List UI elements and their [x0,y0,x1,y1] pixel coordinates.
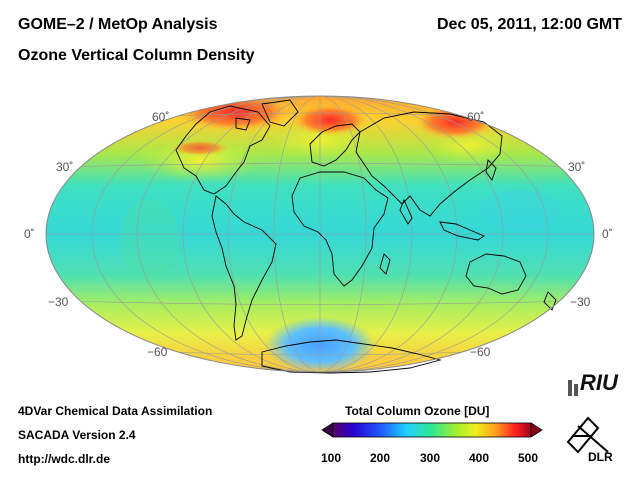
lat-label-left-0: 0˚ [24,227,35,241]
colorbar-tick-400: 400 [469,451,490,465]
colorbar-tick-500: 500 [518,451,539,465]
lat-label-right-m60: −60 [470,345,491,359]
datetime-label: Dec 05, 2011, 12:00 GMT [437,16,622,33]
colorbar [321,422,543,438]
dlr-logo-icon [566,416,609,454]
lat-label-left-30: 30˚ [56,160,74,174]
colorbar-tick-200: 200 [370,451,391,465]
colorbar-min-arrow [321,422,334,438]
lat-label-left-m60: −60 [147,345,168,359]
colorbar-gradient [332,422,532,438]
lat-label-right-m30: −30 [570,295,591,309]
lat-label-right-60: 60˚ [467,110,485,124]
footer-line-1: 4DVar Chemical Data Assimilation [18,404,213,418]
dlr-logo-text: DLR [588,450,613,464]
lat-label-left-60: 60˚ [152,110,170,124]
riu-logo-icon [568,380,578,396]
coastlines [175,99,557,374]
lat-label-left-m30: −30 [48,295,69,309]
title-line-2: Ozone Vertical Column Density [18,47,255,64]
map-border [45,95,595,373]
title-line-1: GOME–2 / MetOp Analysis [18,16,218,33]
riu-logo-text: RIU [580,370,618,395]
colorbar-tick-100: 100 [321,451,342,465]
colorbar-title: Total Column Ozone [DU] [345,404,490,418]
lat-label-right-30: 30˚ [568,160,586,174]
lat-label-right-0: 0˚ [602,227,613,241]
colorbar-max-arrow [530,422,543,438]
footer-link[interactable]: http://wdc.dlr.de [18,452,110,466]
footer-line-2: SACADA Version 2.4 [18,428,136,442]
colorbar-tick-300: 300 [420,451,441,465]
